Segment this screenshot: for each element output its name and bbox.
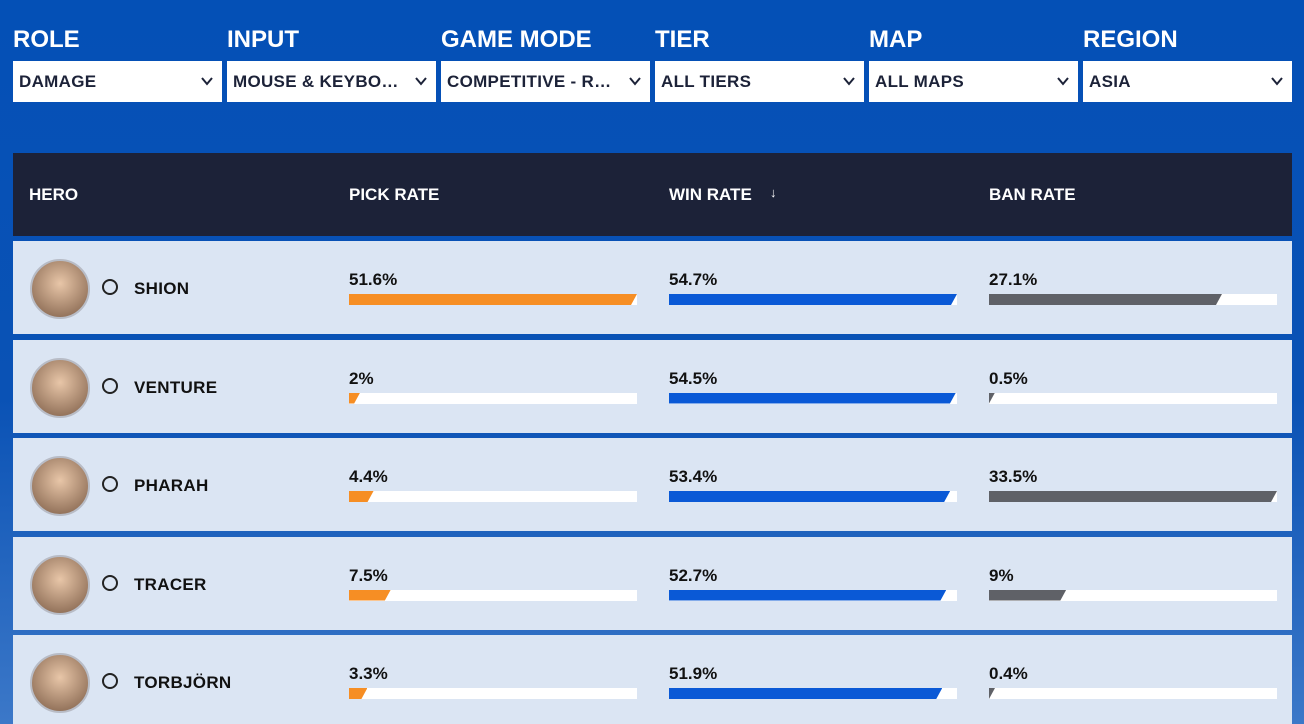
- role-icon: [102, 279, 118, 295]
- rate-bar-track: [989, 589, 1277, 601]
- filter-dropdown[interactable]: COMPETITIVE - ROLE QUEUE: [441, 61, 650, 102]
- rate-bar: [349, 294, 637, 305]
- rate-value: 0.5%: [989, 368, 1028, 388]
- rate-value: 52.7%: [669, 565, 718, 585]
- filter-label: ROLE: [13, 26, 80, 53]
- rate-value: 51.9%: [669, 664, 718, 683]
- filter-label: GAME MODE: [441, 26, 592, 53]
- rate-bar: [349, 491, 374, 502]
- rate-bar-track: [669, 294, 957, 305]
- rate-bar: [349, 393, 360, 404]
- table-row: [13, 536, 1292, 630]
- filter-dropdown[interactable]: ASIA: [1083, 61, 1292, 102]
- rate-bar-track: [669, 589, 957, 601]
- filter-label: TIER: [655, 26, 710, 53]
- hero-name[interactable]: VENTURE: [134, 377, 218, 397]
- chevron-icon: [200, 74, 214, 88]
- rate-bar-track: [989, 491, 1277, 502]
- column-header[interactable]: WIN RATE: [669, 185, 752, 204]
- rate-value: 54.7%: [669, 270, 718, 289]
- rate-bar: [669, 294, 957, 305]
- rate-value: 2%: [349, 368, 374, 388]
- hero-portrait: [30, 554, 90, 615]
- rate-bar-track: [989, 688, 1277, 699]
- rate-bar-track: [349, 392, 637, 404]
- rate-bar-track: [349, 589, 637, 601]
- rate-bar-track: [989, 294, 1277, 305]
- filter-dropdown[interactable]: ALL MAPS: [869, 61, 1078, 102]
- column-header[interactable]: BAN RATE: [989, 185, 1076, 204]
- role-icon: [102, 476, 118, 492]
- rate-bar: [989, 294, 1222, 305]
- filter-label: INPUT: [227, 26, 299, 53]
- table-row: [13, 635, 1292, 724]
- rate-bar: [989, 590, 1066, 601]
- rate-bar-track: [989, 392, 1277, 404]
- filter-dropdown[interactable]: MOUSE & KEYBOARD: [227, 61, 436, 102]
- rate-value: 33.5%: [989, 467, 1038, 486]
- rate-value: 9%: [989, 565, 1014, 585]
- chevron-icon: [1056, 74, 1070, 88]
- rate-value: 51.6%: [349, 270, 398, 289]
- rate-bar: [989, 688, 995, 699]
- rate-value: 3.3%: [349, 664, 388, 683]
- hero-name[interactable]: SHION: [134, 279, 190, 298]
- column-header: HERO: [29, 185, 79, 204]
- filter-label: MAP: [869, 26, 923, 53]
- role-icon: [102, 673, 118, 689]
- chevron-icon: [1270, 74, 1284, 88]
- rate-bar-track: [349, 491, 637, 502]
- filter-dropdown[interactable]: DAMAGE: [13, 61, 222, 102]
- rate-bar: [669, 491, 950, 502]
- hero-portrait: [30, 357, 90, 418]
- table-header: [13, 153, 1292, 236]
- rate-value: 27.1%: [989, 270, 1038, 289]
- rate-value: 7.5%: [349, 565, 388, 585]
- rate-bar: [669, 688, 942, 699]
- hero-name[interactable]: TORBJÖRN: [134, 673, 232, 692]
- rate-bar: [989, 393, 995, 404]
- chevron-icon: [628, 74, 642, 88]
- rate-bar: [669, 590, 946, 601]
- role-icon: [102, 377, 118, 394]
- chevron-icon: [414, 74, 428, 88]
- filter-dropdown[interactable]: ALL TIERS: [655, 61, 864, 102]
- hero-portrait: [30, 456, 90, 516]
- hero-portrait: [30, 653, 90, 713]
- filter-label: REGION: [1083, 26, 1178, 53]
- rate-value: 53.4%: [669, 467, 718, 486]
- hero-name[interactable]: PHARAH: [134, 476, 209, 495]
- rate-bar-track: [349, 688, 637, 699]
- chevron-icon: [842, 74, 856, 88]
- role-icon: [102, 574, 118, 591]
- rate-bar-track: [669, 688, 957, 699]
- rate-bar: [349, 688, 367, 699]
- rate-bar: [669, 393, 956, 404]
- rate-value: 0.4%: [989, 664, 1028, 683]
- rate-bar-track: [669, 392, 957, 404]
- sort-icon[interactable]: ↓: [770, 185, 777, 200]
- hero-portrait: [30, 259, 90, 319]
- rate-value: 4.4%: [349, 467, 388, 486]
- table-row: [13, 241, 1292, 334]
- rate-bar-track: [669, 491, 957, 502]
- table-row: [13, 438, 1292, 531]
- rate-bar-track: [349, 294, 637, 305]
- hero-name[interactable]: TRACER: [134, 574, 207, 594]
- rate-bar: [989, 491, 1277, 502]
- rate-bar: [349, 590, 391, 601]
- column-header[interactable]: PICK RATE: [349, 185, 440, 204]
- rate-value: 54.5%: [669, 368, 718, 388]
- table-row: [13, 339, 1292, 433]
